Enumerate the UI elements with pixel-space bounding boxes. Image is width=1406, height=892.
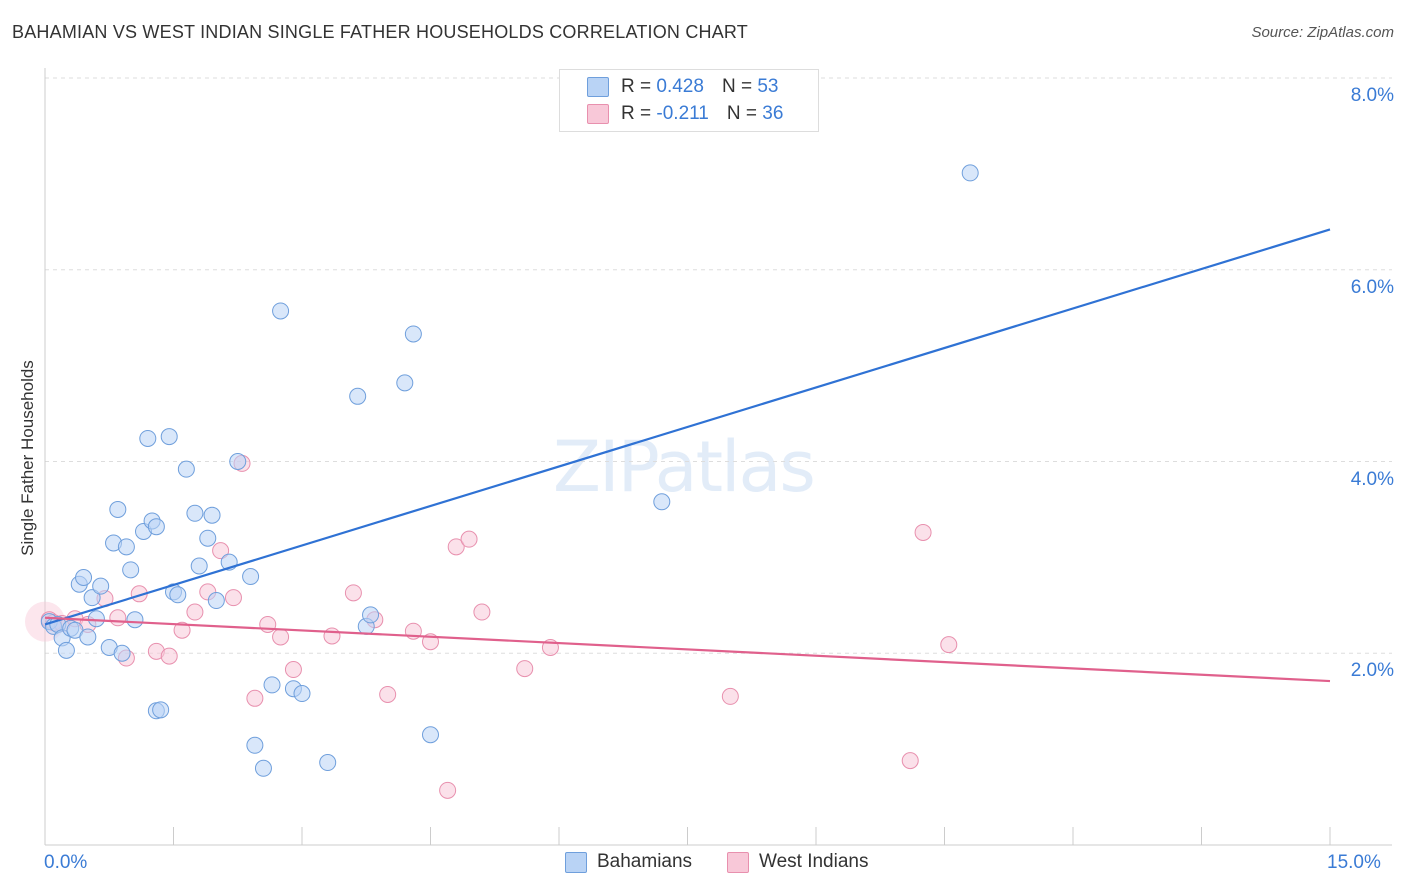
bahamians-point <box>242 568 260 586</box>
bahamians-point <box>169 586 187 604</box>
chart-title: BAHAMIAN VS WEST INDIAN SINGLE FATHER HO… <box>12 22 748 42</box>
bahamians-point <box>319 754 337 772</box>
west-indians-point <box>914 523 932 541</box>
legend-r-label: R = <box>621 103 652 124</box>
legend-item-bahamians[interactable]: Bahamians <box>565 851 692 873</box>
west-indians-point <box>901 752 919 770</box>
x-tick-label-max: 15.0% <box>1327 852 1381 873</box>
legend-n-value-bahamians: 53 <box>757 76 779 97</box>
bahamians-point <box>152 701 170 719</box>
x-tick-label-min: 0.0% <box>44 852 88 873</box>
watermark-atlas: atlas <box>654 426 816 508</box>
legend-r-label: R = <box>621 76 652 97</box>
bahamians-point <box>92 577 110 595</box>
bahamians-point <box>246 736 264 754</box>
west-indians-point <box>473 603 491 621</box>
bahamians-points <box>40 164 979 777</box>
west-indians-point <box>344 584 362 602</box>
bahamians-point <box>254 759 272 777</box>
bahamians-point <box>396 374 414 392</box>
y-axis-label: Single Father Households <box>18 360 37 556</box>
legend-row-west-indians: R = -0.211 N = 36 <box>587 102 783 126</box>
bahamians-point <box>57 641 75 659</box>
bahamians-point <box>961 164 979 182</box>
west-indians-point <box>323 627 341 645</box>
legend-label-bahamians: Bahamians <box>597 851 693 872</box>
bahamians-point <box>199 529 217 547</box>
west-indians-point <box>439 781 457 799</box>
bahamians-point <box>190 557 208 575</box>
bahamians-point <box>126 611 144 629</box>
bahamians-point <box>83 589 101 607</box>
bahamians-point <box>349 387 367 405</box>
y-tick-label: 8.0% <box>1350 85 1394 106</box>
bahamians-point <box>113 644 131 662</box>
y-tick-label: 4.0% <box>1350 468 1394 490</box>
legend-item-west-indians[interactable]: West Indians <box>727 851 868 873</box>
bahamians-point <box>653 493 671 511</box>
legend-row-bahamians: R = 0.428 N = 53 <box>587 75 778 99</box>
west-indians-point <box>173 621 191 639</box>
west-indians-point <box>940 636 958 654</box>
west-indians-swatch <box>587 104 609 124</box>
west-indians-point <box>186 603 204 621</box>
west-indians-point <box>516 660 534 678</box>
west-indians-point <box>212 542 230 560</box>
legend-r-value-bahamians: 0.428 <box>656 76 704 97</box>
legend-n-label: N = <box>721 76 753 97</box>
bahamians-point <box>122 561 140 579</box>
bahamians-point <box>404 325 422 343</box>
bahamians-point <box>203 506 221 524</box>
correlation-legend: R = 0.428 N = 53 R = -0.211 N = 36 <box>559 69 819 132</box>
y-tick-label: 6.0% <box>1350 276 1394 298</box>
watermark: ZIPatlas <box>553 402 816 514</box>
bahamians-point <box>117 538 135 556</box>
bahamians-point <box>272 302 290 320</box>
trend-lines <box>44 228 1331 683</box>
bahamians-trend-line <box>44 228 1331 626</box>
bahamians-legend-swatch <box>565 851 587 873</box>
bahamians-swatch <box>587 77 609 97</box>
gridlines <box>45 77 1392 654</box>
legend-n-value-west-indians: 36 <box>762 103 784 124</box>
bahamians-point <box>362 606 380 624</box>
y-tick-label: 2.0% <box>1350 660 1394 682</box>
bahamians-point <box>293 685 311 703</box>
bahamians-point <box>229 453 247 470</box>
watermark-zip: ZIP <box>553 426 657 508</box>
legend-n-label: N = <box>726 103 757 124</box>
bahamians-point <box>147 518 165 536</box>
west-indians-point <box>246 689 264 707</box>
legend-r-value-west-indians: -0.211 <box>656 103 709 124</box>
bahamians-point <box>79 628 97 646</box>
axes <box>44 68 1392 846</box>
west-indians-points <box>25 454 958 799</box>
bahamians-point <box>263 676 281 694</box>
west-indians-point <box>447 538 465 556</box>
west-indians-point <box>224 589 242 607</box>
bahamians-point <box>139 429 157 447</box>
bahamians-point <box>177 460 195 478</box>
west-indians-point <box>721 687 739 705</box>
legend-label-west-indians: West Indians <box>759 851 869 872</box>
west-indians-point <box>160 647 178 665</box>
west-indians-point <box>460 530 478 548</box>
west-indians-legend-swatch <box>727 851 749 873</box>
bahamians-point <box>160 428 178 446</box>
west-indians-trend-line <box>44 616 1331 683</box>
bahamians-point <box>87 610 105 628</box>
bahamians-point <box>109 500 127 518</box>
bahamians-point <box>207 592 225 610</box>
west-indians-point <box>284 661 302 679</box>
west-indians-point <box>272 628 290 646</box>
bahamians-point <box>186 504 204 522</box>
west-indians-point <box>379 685 397 703</box>
bahamians-point <box>75 569 93 587</box>
bahamians-point <box>422 726 439 744</box>
source-label: Source: ZipAtlas.com <box>1251 24 1394 41</box>
west-indians-point <box>109 609 127 627</box>
